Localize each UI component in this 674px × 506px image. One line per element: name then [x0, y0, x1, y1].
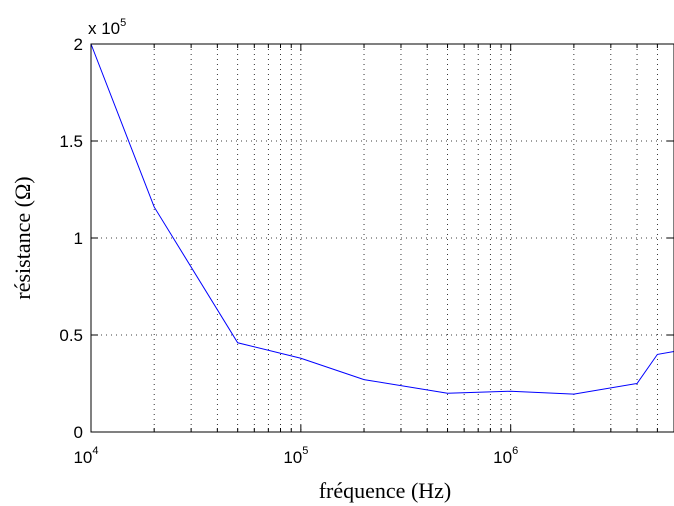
y-multiplier-exponent: 5: [120, 17, 126, 29]
x-tick-label-base: 10: [283, 448, 302, 467]
x-tick-label: 104: [73, 445, 98, 467]
y-tick-label: 2: [74, 35, 83, 54]
y-multiplier-prefix: x 10: [88, 19, 120, 38]
x-tick-label-base: 10: [73, 448, 92, 467]
x-tick-labels: 104 105 106: [73, 445, 518, 467]
x-tick-label-base: 10: [493, 448, 512, 467]
y-axis-multiplier: x 105: [88, 17, 126, 38]
y-tick-labels: 0 0.5 1 1.5 2: [59, 35, 83, 442]
x-tick-label: 106: [493, 445, 518, 467]
y-tick-label: 0: [74, 423, 83, 442]
data-series: [90, 43, 674, 395]
y-tick-label: 1: [74, 229, 83, 248]
tick-marks: [90, 43, 674, 433]
series-line-0: [90, 43, 674, 395]
grid-lines: [91, 44, 674, 432]
x-axis-title: fréquence (Hz): [319, 478, 452, 503]
y-axis-title: résistance (Ω): [10, 176, 35, 299]
y-tick-label: 0.5: [59, 326, 83, 345]
x-tick-label-exponent: 6: [512, 445, 518, 457]
y-tick-label: 1.5: [59, 132, 83, 151]
x-tick-label-exponent: 4: [92, 445, 98, 457]
x-tick-label-exponent: 5: [302, 445, 308, 457]
x-tick-label: 105: [283, 445, 308, 467]
